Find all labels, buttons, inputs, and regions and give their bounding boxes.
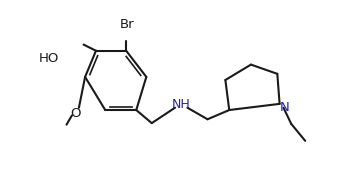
Text: HO: HO bbox=[38, 52, 59, 65]
Text: NH: NH bbox=[172, 98, 191, 111]
Text: Br: Br bbox=[120, 18, 134, 31]
Text: N: N bbox=[280, 101, 290, 114]
Text: O: O bbox=[70, 107, 80, 120]
